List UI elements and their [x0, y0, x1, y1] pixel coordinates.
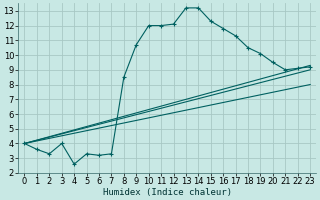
X-axis label: Humidex (Indice chaleur): Humidex (Indice chaleur) — [103, 188, 232, 197]
